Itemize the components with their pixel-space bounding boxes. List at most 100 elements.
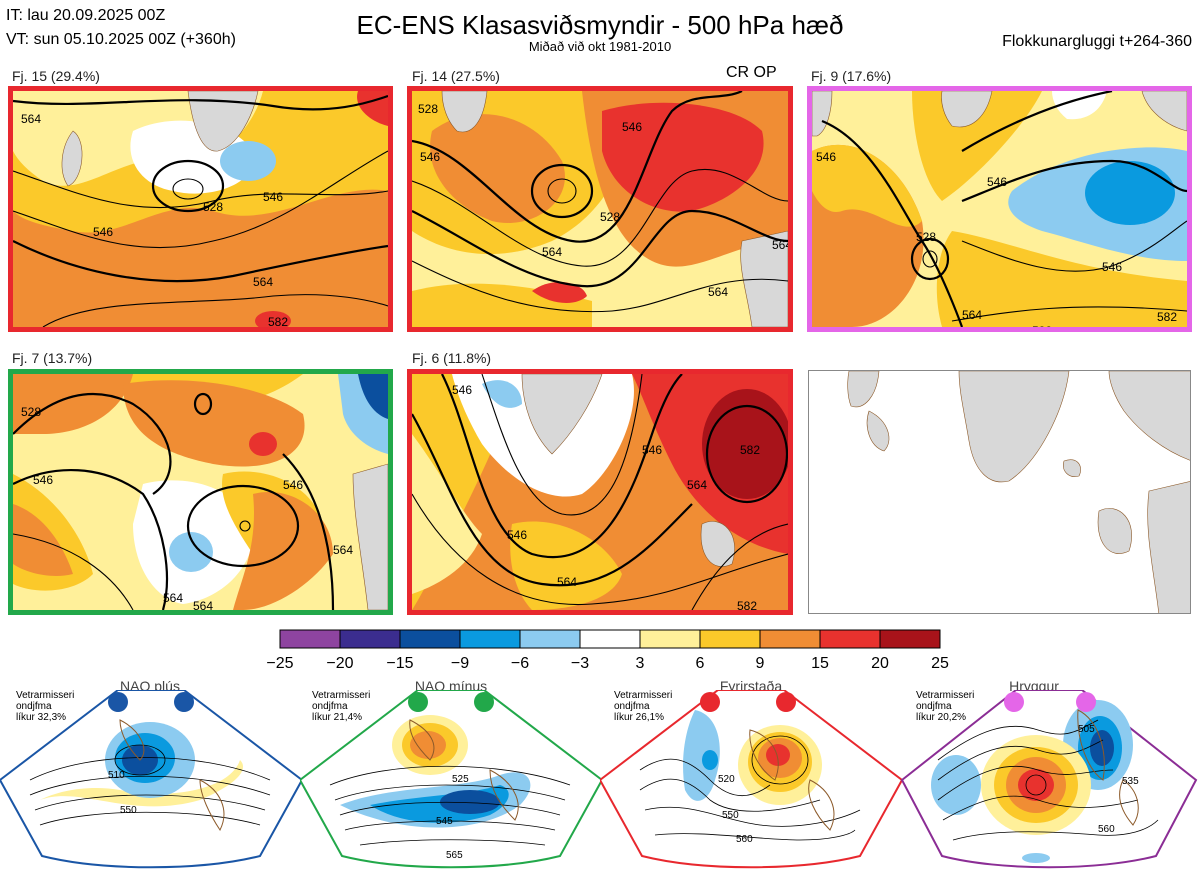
colorbar-bin (699, 629, 761, 649)
landmass (352, 463, 388, 610)
height-contour (951, 306, 1187, 322)
contour-label: 545 (436, 816, 453, 827)
cluster-panel-14: 528 546 528 564 546 564 564 (407, 86, 793, 332)
colorbar-bin (819, 629, 881, 649)
landmass (187, 91, 259, 152)
height-contour (412, 493, 788, 606)
anomaly-field (430, 114, 565, 223)
contour-label: 564 (687, 478, 707, 492)
regime-marker (108, 692, 128, 712)
landmass (441, 91, 488, 133)
landmass (958, 371, 1070, 483)
colorbar-bin (399, 629, 461, 649)
contour-label: 582 (1157, 310, 1177, 324)
colorbar-bin (879, 629, 941, 649)
height-contour (29, 775, 271, 796)
colorbar-bin (339, 629, 401, 649)
cluster-label: Fj. 6 (11.8%) (412, 350, 492, 366)
contour-label: 582 (268, 315, 288, 327)
cluster-map-15: 564 546 528 546 564 582 (13, 91, 388, 327)
landmass (866, 410, 890, 452)
colorbar-tick-label: −3 (571, 655, 589, 672)
height-contour (952, 819, 1159, 841)
contour-label: 510 (108, 770, 125, 781)
contour-label: 546 (816, 150, 836, 164)
contour-label: 560 (736, 834, 753, 845)
landmass (61, 130, 83, 187)
contour-label: 564 (193, 599, 213, 610)
cluster-panel-9: 546 528 546 564 546 582 582 (807, 86, 1192, 332)
anomaly-field (40, 760, 244, 807)
height-contour (359, 839, 546, 846)
height-contour (13, 94, 388, 111)
anomaly-field (912, 91, 1042, 201)
anomaly-field (766, 744, 790, 766)
regime-marker (174, 692, 194, 712)
cluster-panel-15: 564 546 528 546 564 582 (8, 86, 393, 332)
note-line: líkur 26,1% (614, 712, 665, 723)
colorbar-tick-label: 3 (636, 655, 645, 672)
anomaly-field (1052, 91, 1107, 120)
height-contour (13, 468, 169, 610)
contour-label: 546 (452, 383, 472, 397)
height-contour (654, 829, 856, 841)
regime-fan-ridge: 505 535 560 (900, 690, 1198, 869)
anomaly-field (440, 790, 500, 814)
anomaly-field (602, 102, 764, 212)
note-line: ondjfma (16, 701, 52, 712)
cluster-window: Flokkunargluggi t+264-360 (1002, 33, 1192, 50)
contour-label: 546 (93, 225, 113, 239)
anomaly-field (13, 504, 73, 576)
colorbar-tick-label: 6 (696, 655, 705, 672)
contour-label: 582 (737, 599, 757, 610)
contour-label: 528 (418, 102, 438, 116)
cluster-label: Fj. 14 (27.5%) (412, 68, 500, 84)
height-contour (821, 119, 964, 327)
regime-marker (700, 692, 720, 712)
regime-marker (474, 692, 494, 712)
colorbar-tick-label: 9 (756, 655, 765, 672)
anomaly-field (931, 755, 981, 815)
landmass (812, 91, 833, 137)
height-contour (151, 159, 225, 213)
landmass (1108, 371, 1190, 461)
colorbar: −25 −20 −15 −9 −6 −3 3 6 9 15 20 25 (266, 629, 949, 672)
valid-time: VT: sun 05.10.2025 00Z (+360h) (6, 31, 236, 48)
regime-marker (1076, 692, 1096, 712)
note-line: ondjfma (916, 701, 952, 712)
regime-note: Vetrarmisseri ondjfma líkur 20,2% (916, 690, 974, 723)
colorbar-bin (639, 629, 701, 649)
landmass (700, 521, 735, 567)
contour-label: 582 (1032, 324, 1052, 327)
contour-label: 546 (642, 443, 662, 457)
contour-label: 546 (263, 190, 283, 204)
contour-label: 550 (120, 805, 137, 816)
cluster-map-6: 546 546 582 564 546 564 582 (412, 374, 788, 610)
height-contour (942, 795, 1139, 821)
height-contour (344, 820, 556, 831)
height-contour (481, 374, 643, 516)
height-contour (334, 784, 566, 801)
contour-label: 528 (203, 200, 223, 214)
height-contour (412, 91, 743, 243)
colorbar-bin (459, 629, 521, 649)
cluster-map-9: 546 528 546 564 546 582 582 (812, 91, 1187, 327)
contour-label: 546 (33, 473, 53, 487)
height-contour (39, 811, 261, 826)
height-contour (922, 250, 938, 268)
height-contour (705, 404, 788, 504)
note-line: Vetrarmisseri (16, 690, 75, 701)
contour-label: 564 (708, 285, 728, 299)
cluster-label: Fj. 15 (29.4%) (12, 68, 100, 84)
landmass (1097, 508, 1132, 554)
coastline (749, 729, 835, 831)
anomaly-field (510, 521, 622, 610)
init-time: IT: lau 20.09.2025 00Z (6, 7, 166, 24)
chart-subtitle: Miðað við okt 1981-2010 (528, 39, 672, 54)
height-contour (412, 168, 788, 267)
height-contour (412, 260, 788, 313)
note-line: ondjfma (614, 701, 650, 712)
height-contour (530, 163, 594, 219)
height-contour (193, 392, 213, 416)
note-line: líkur 20,2% (916, 712, 967, 723)
